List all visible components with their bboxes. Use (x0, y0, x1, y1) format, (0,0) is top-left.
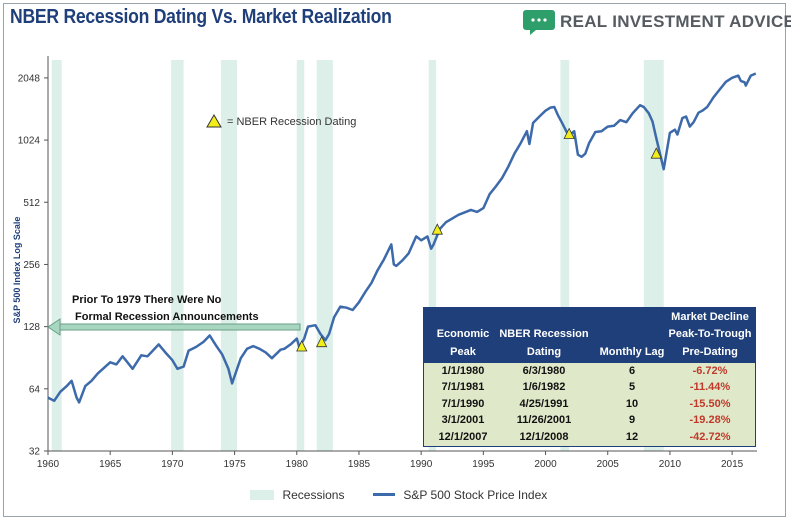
cell-decline: -42.72% (689, 430, 731, 443)
y-tick-label: 32 (29, 447, 41, 458)
x-tick-label: 1990 (410, 459, 433, 470)
cell-peak: 3/1/2001 (441, 414, 485, 427)
cell-peak: 7/1/1990 (441, 397, 485, 410)
header-nber-1: NBER Recession (499, 328, 589, 340)
cell-dating: 1/6/1982 (522, 381, 566, 394)
legend-series-swatch (372, 493, 395, 497)
arrow-note-line-1: Prior To 1979 There Were No (72, 294, 222, 306)
y-tick-label: 256 (23, 260, 40, 271)
header-decline-3: Pre-Dating (682, 346, 738, 358)
recession-band (296, 60, 305, 451)
x-tick-label: 1985 (348, 459, 371, 470)
cell-dating: 4/25/1991 (519, 397, 569, 410)
cell-peak: 1/1/1980 (441, 365, 485, 377)
chart-legend: Recessions S&P 500 Stock Price Index (250, 486, 547, 502)
y-axis-label: S&P 500 Index Log Scale (12, 217, 22, 324)
cell-decline: -19.28% (689, 414, 731, 427)
cell-lag: 5 (628, 381, 636, 394)
nber-dating-marker (650, 147, 662, 159)
arrow-shaft (57, 323, 301, 331)
x-tick-label: 2015 (721, 459, 744, 470)
cell-decline: -11.44% (689, 381, 731, 394)
cell-lag: 12 (625, 430, 639, 443)
cell-dating: 6/3/1980 (522, 365, 566, 377)
nber-dating-marker (431, 223, 443, 235)
cell-lag: 6 (628, 365, 636, 377)
cell-decline: -6.72% (692, 365, 728, 377)
x-tick-label: 1980 (286, 459, 309, 470)
arrow-note-line-2: Formal Recession Announcements (75, 311, 259, 323)
triangle-legend-icon (206, 114, 222, 128)
legend-recession-swatch (250, 489, 274, 500)
header-decline-2: Peak-To-Trough (668, 328, 752, 340)
legend-series-label: S&P 500 Stock Price Index (403, 487, 548, 502)
recession-table: Economic Peak NBER Recession Dating Mont… (423, 307, 756, 447)
y-tick-label: 128 (23, 322, 40, 333)
recession-band (220, 60, 238, 451)
x-tick-label: 1975 (223, 459, 246, 470)
header-lag: Monthly Lag (599, 346, 665, 358)
cell-dating: 12/1/2008 (519, 430, 569, 443)
nber-dating-marker (316, 335, 328, 348)
y-tick-label: 2048 (18, 73, 41, 84)
cell-lag: 9 (628, 414, 636, 427)
recession-band (316, 60, 333, 451)
brand-logo: REAL INVESTMENT ADVICE (522, 8, 791, 36)
recession-band (428, 60, 437, 451)
table-header: Economic Peak NBER Recession Dating Mont… (424, 308, 755, 363)
header-decline-1: Market Decline (671, 311, 749, 323)
x-tick-label: 2010 (659, 459, 682, 470)
chart-title: NBER Recession Dating Vs. Market Realiza… (10, 6, 392, 28)
y-tick-label: 64 (29, 384, 41, 395)
nber-dating-marker (563, 127, 575, 139)
recession-band (51, 60, 62, 451)
header-nber-2: Dating (526, 346, 562, 358)
x-tick-label: 2005 (597, 459, 620, 470)
cell-lag: 10 (625, 397, 639, 410)
legend-recessions-label: Recessions (282, 487, 345, 502)
x-tick-label: 1960 (37, 459, 60, 470)
series-line (47, 72, 757, 404)
x-tick-label: 1970 (161, 459, 184, 470)
brand-name: REAL INVESTMENT ADVICE (560, 12, 791, 31)
arrow-head (47, 318, 61, 336)
x-tick-label: 1995 (472, 459, 495, 470)
recession-band (560, 60, 570, 451)
nber-markers (296, 127, 662, 352)
price-series (47, 72, 757, 404)
triangle-legend-text: = NBER Recession Dating (227, 116, 356, 128)
header-economic-peak-2: Peak (450, 346, 476, 358)
x-tick-label: 1965 (99, 459, 122, 470)
header-economic-peak-1: Economic (436, 328, 490, 340)
annotations: = NBER Recession Dating Prior To 1979 Th… (12, 114, 356, 336)
chat-bubble-icon (523, 10, 555, 35)
y-tick-label: 512 (23, 198, 40, 209)
recession-band (171, 60, 184, 451)
nber-dating-marker (296, 340, 308, 352)
x-tick-label: 2000 (534, 459, 557, 470)
y-tick-label: 1024 (18, 136, 41, 147)
cell-dating: 11/26/2001 (516, 414, 572, 427)
cell-peak: 7/1/1981 (441, 381, 485, 394)
cell-peak: 12/1/2007 (438, 430, 488, 443)
cell-decline: -15.50% (689, 397, 731, 410)
